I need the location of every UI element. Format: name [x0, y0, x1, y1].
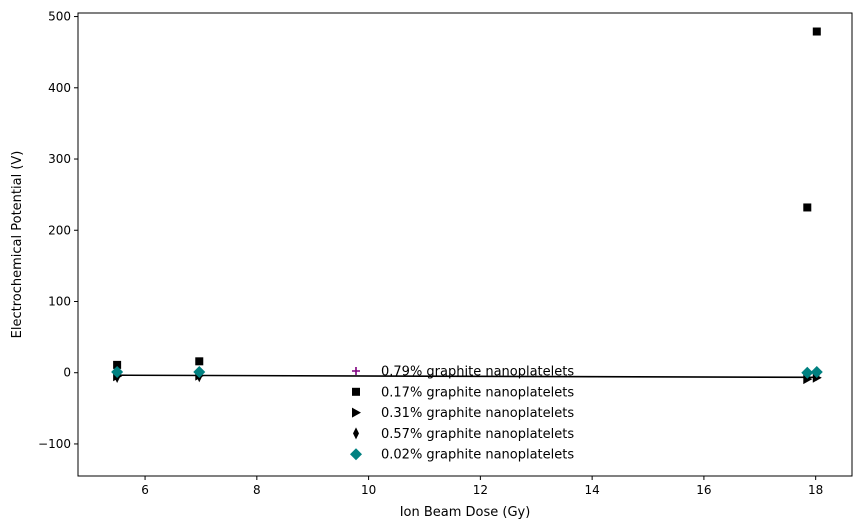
x-tick-label: 10	[361, 483, 376, 497]
x-tick-label: 6	[141, 483, 149, 497]
data-point	[113, 360, 122, 369]
legend-marker	[352, 407, 361, 418]
legend: 0.79% graphite nanoplatelets 0.17% graphi…	[350, 365, 574, 463]
data-point	[812, 27, 821, 36]
y-axis-ticks: −100 0 100 200 300 400 500	[38, 10, 78, 451]
data-marks	[111, 27, 823, 385]
plot-frame	[77, 12, 853, 477]
data-point	[193, 366, 206, 379]
x-tick-label: 8	[253, 483, 261, 497]
legend-marker	[353, 427, 359, 440]
y-axis-label: Electrochemical Potential (V)	[10, 151, 25, 339]
y-tick-label: 300	[48, 152, 71, 166]
y-tick-label: 200	[48, 223, 71, 237]
y-tick-label: 400	[48, 81, 71, 95]
y-tick-label: −100	[38, 437, 71, 451]
legend-label: 0.17% graphite nanoplatelets	[381, 385, 574, 400]
legend-label: 0.31% graphite nanoplatelets	[381, 406, 574, 421]
x-tick-label: 14	[584, 483, 599, 497]
x-axis-label: Ion Beam Dose (Gy)	[400, 505, 531, 520]
x-axis-ticks: 6 8 10 12 14 16 18	[141, 476, 823, 497]
data-point	[801, 366, 814, 379]
data-point	[810, 366, 823, 379]
y-tick-label: 500	[48, 10, 71, 24]
legend-marker	[352, 367, 360, 375]
data-point	[195, 357, 204, 366]
data-point	[111, 366, 124, 379]
x-tick-label: 12	[473, 483, 488, 497]
legend-label: 0.02% graphite nanoplatelets	[381, 448, 574, 463]
plot-area	[78, 13, 852, 476]
x-tick-label: 18	[808, 483, 823, 497]
legend-marker	[350, 448, 362, 461]
legend-marker	[352, 387, 360, 396]
legend-label: 0.57% graphite nanoplatelets	[381, 427, 574, 442]
data-point	[803, 203, 812, 212]
y-tick-label: 0	[63, 366, 71, 380]
x-tick-label: 16	[696, 483, 711, 497]
legend-label: 0.79% graphite nanoplatelets	[381, 365, 574, 380]
trend-line	[117, 374, 817, 379]
y-tick-label: 100	[48, 294, 71, 308]
